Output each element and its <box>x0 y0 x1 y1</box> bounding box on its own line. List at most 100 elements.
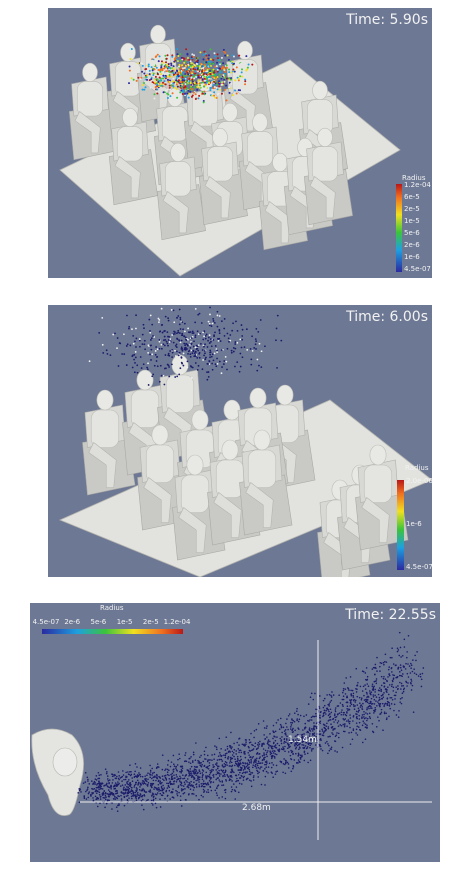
particle <box>238 751 240 754</box>
particle <box>279 737 282 740</box>
particle <box>350 694 353 697</box>
particle <box>251 757 254 759</box>
particle <box>224 355 227 358</box>
particle <box>221 770 224 773</box>
particle <box>168 74 171 77</box>
particle <box>360 704 363 706</box>
particle <box>189 74 192 77</box>
particle <box>133 784 136 787</box>
particle <box>184 85 187 88</box>
particle <box>244 75 247 78</box>
particle <box>212 766 215 769</box>
particle <box>326 694 328 696</box>
particle <box>290 738 292 740</box>
particle <box>166 764 169 766</box>
particle <box>125 776 127 779</box>
particle <box>175 343 178 346</box>
particle <box>163 330 166 333</box>
particle <box>378 699 380 702</box>
particle <box>151 375 154 378</box>
particle <box>157 766 160 768</box>
colorbar-label: 4.5e-07 <box>406 563 433 571</box>
particle <box>209 61 212 64</box>
particle <box>190 83 193 86</box>
particle <box>320 710 322 713</box>
particle <box>178 68 181 71</box>
particle <box>347 719 350 721</box>
particle <box>162 374 165 377</box>
particle <box>415 673 418 676</box>
particle <box>389 656 392 659</box>
particle <box>225 761 228 764</box>
particle <box>140 795 143 798</box>
particle <box>256 369 259 372</box>
particle <box>236 755 239 758</box>
particle <box>208 773 211 776</box>
particle <box>336 713 339 716</box>
particle <box>150 337 153 340</box>
particle <box>104 794 107 797</box>
particle <box>328 693 331 696</box>
particle <box>398 654 401 657</box>
particle <box>144 348 147 351</box>
particle <box>391 698 394 701</box>
particle <box>235 92 238 95</box>
particle <box>156 763 159 765</box>
particle <box>224 788 227 791</box>
particle <box>230 765 233 768</box>
particle <box>114 798 117 800</box>
particle <box>293 720 296 723</box>
particle <box>154 353 157 356</box>
particle <box>349 701 352 704</box>
particle <box>211 353 214 356</box>
particle <box>239 338 242 341</box>
particle <box>380 684 383 687</box>
particle <box>255 327 258 330</box>
particle <box>208 324 211 327</box>
particle <box>142 363 145 366</box>
particle <box>120 791 123 793</box>
particle <box>134 340 136 343</box>
particle <box>406 651 408 653</box>
particle <box>165 790 167 793</box>
particle <box>161 331 164 334</box>
particle <box>152 335 154 337</box>
particle <box>176 770 179 772</box>
particle <box>165 65 168 68</box>
particle <box>212 774 214 777</box>
particle <box>124 778 127 781</box>
particle <box>286 747 289 750</box>
particle <box>224 769 227 772</box>
particle <box>290 749 292 752</box>
particle <box>150 359 152 361</box>
particle <box>346 696 349 699</box>
particle <box>195 774 197 776</box>
particle <box>195 786 198 788</box>
particle <box>178 63 181 66</box>
particle <box>190 377 193 379</box>
particle <box>104 806 106 809</box>
particle <box>244 750 246 753</box>
particle <box>147 384 150 386</box>
particle <box>157 779 160 782</box>
particle <box>202 780 205 782</box>
particle <box>126 791 129 794</box>
particle <box>133 85 136 88</box>
particle <box>289 745 291 748</box>
particle <box>174 86 177 89</box>
particle <box>187 769 189 772</box>
particle <box>352 729 355 732</box>
particle <box>331 691 333 693</box>
particle <box>233 62 236 65</box>
particle <box>244 753 246 755</box>
head <box>122 107 138 127</box>
particle <box>127 780 129 783</box>
particle <box>403 687 406 690</box>
particle <box>167 364 170 367</box>
particle <box>169 781 171 784</box>
particle <box>190 349 193 352</box>
particle <box>307 719 309 722</box>
particle <box>203 90 206 93</box>
particle <box>302 744 305 746</box>
particle <box>188 80 191 83</box>
